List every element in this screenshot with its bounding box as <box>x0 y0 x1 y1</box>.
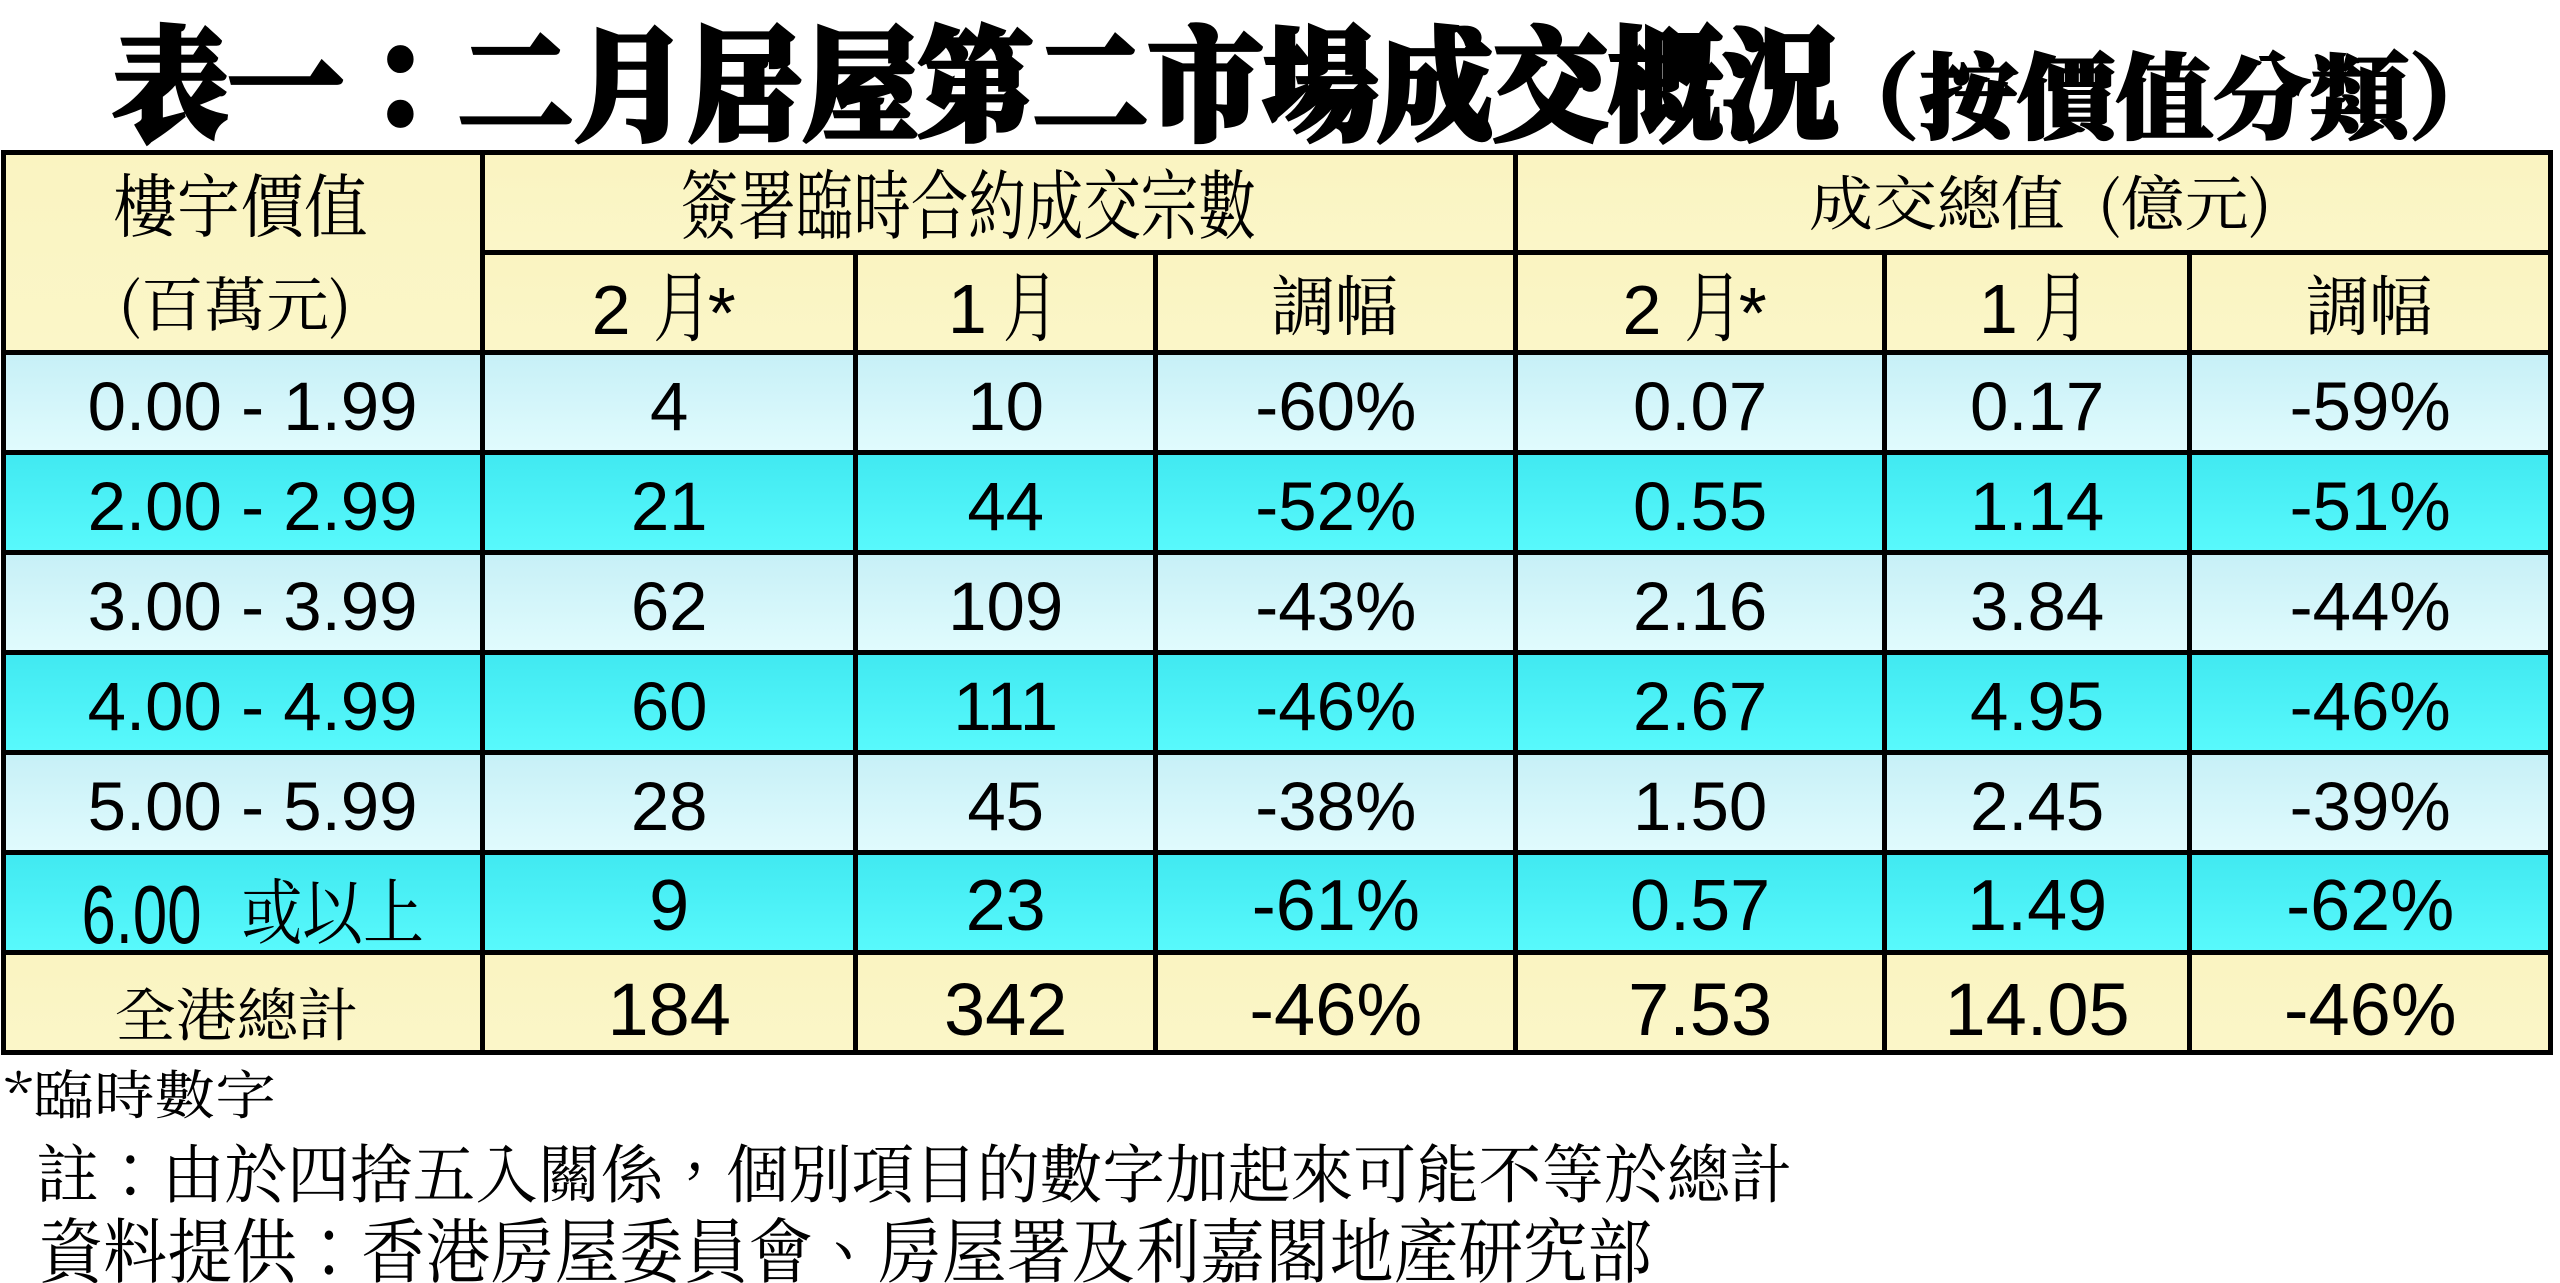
svg-text:5.00 - 5.99: 5.00 - 5.99 <box>88 768 418 845</box>
svg-text:2.00 - 2.99: 2.00 - 2.99 <box>88 468 418 545</box>
svg-text:342: 342 <box>944 968 1067 1051</box>
svg-text:4.95: 4.95 <box>1970 668 2104 745</box>
svg-text:0.00 - 1.99: 0.00 - 1.99 <box>88 368 418 445</box>
svg-text:-39%: -39% <box>2290 768 2451 845</box>
svg-text:2: 2 <box>1623 271 1662 349</box>
svg-text:-44%: -44% <box>2290 568 2451 645</box>
svg-text:0.07: 0.07 <box>1633 368 1767 445</box>
svg-text:-46%: -46% <box>2284 968 2457 1051</box>
svg-text:4.00 - 4.99: 4.00 - 4.99 <box>88 668 418 745</box>
svg-text:6.00: 6.00 <box>82 868 202 961</box>
svg-text:-46%: -46% <box>1255 668 1416 745</box>
svg-text:-38%: -38% <box>1255 768 1416 845</box>
svg-text:-60%: -60% <box>1255 368 1416 445</box>
svg-text:*: * <box>1739 274 1767 354</box>
svg-text:-46%: -46% <box>1249 968 1422 1051</box>
svg-text:184: 184 <box>607 968 730 1051</box>
svg-text:0.17: 0.17 <box>1970 368 2104 445</box>
svg-text:1.49: 1.49 <box>1967 866 2107 946</box>
svg-text:111: 111 <box>953 668 1058 745</box>
svg-text:45: 45 <box>967 768 1044 845</box>
svg-text:-62%: -62% <box>2286 866 2454 946</box>
svg-text:1.50: 1.50 <box>1633 768 1767 845</box>
svg-text:3.00 - 3.99: 3.00 - 3.99 <box>88 568 418 645</box>
svg-text:28: 28 <box>631 768 708 845</box>
svg-text:7.53: 7.53 <box>1628 968 1772 1051</box>
svg-text:2: 2 <box>592 271 631 349</box>
svg-text:-61%: -61% <box>1252 866 1420 946</box>
svg-text:2.45: 2.45 <box>1970 768 2104 845</box>
svg-text:2.67: 2.67 <box>1633 668 1767 745</box>
svg-text:4: 4 <box>650 368 688 445</box>
svg-text:0.57: 0.57 <box>1630 866 1770 946</box>
svg-text:10: 10 <box>967 368 1044 445</box>
svg-text:60: 60 <box>631 668 708 745</box>
svg-text:-52%: -52% <box>1255 468 1416 545</box>
svg-text:*: * <box>708 274 736 354</box>
svg-text:-43%: -43% <box>1255 568 1416 645</box>
svg-text:-51%: -51% <box>2290 468 2451 545</box>
svg-text:-46%: -46% <box>2290 668 2451 745</box>
svg-text:44: 44 <box>967 468 1044 545</box>
svg-text:0.55: 0.55 <box>1633 468 1767 545</box>
svg-text:14.05: 14.05 <box>1945 968 2130 1051</box>
svg-text:109: 109 <box>948 568 1063 645</box>
svg-text:1: 1 <box>948 270 987 348</box>
svg-text:21: 21 <box>631 468 708 545</box>
svg-text:62: 62 <box>631 568 708 645</box>
svg-text:-59%: -59% <box>2290 368 2451 445</box>
svg-text:9: 9 <box>649 866 689 946</box>
svg-text:3.84: 3.84 <box>1970 568 2104 645</box>
svg-text:23: 23 <box>966 866 1046 946</box>
svg-text:1.14: 1.14 <box>1970 468 2104 545</box>
svg-text:2.16: 2.16 <box>1633 568 1767 645</box>
svg-text:1: 1 <box>1979 270 2018 348</box>
